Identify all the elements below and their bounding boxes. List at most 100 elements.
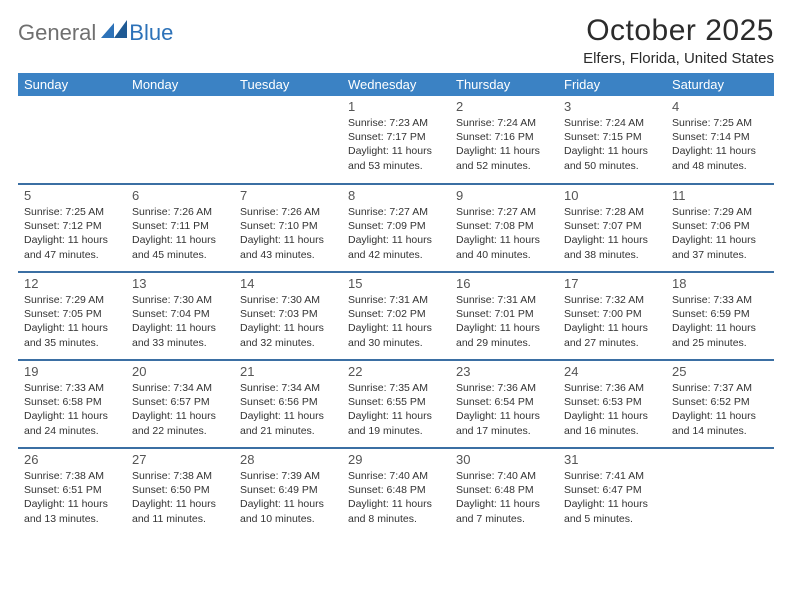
day-number: 21 (240, 364, 336, 379)
day-details: Sunrise: 7:41 AMSunset: 6:47 PMDaylight:… (564, 469, 660, 526)
day-number: 22 (348, 364, 444, 379)
calendar-row: 19 Sunrise: 7:33 AMSunset: 6:58 PMDayligh… (18, 360, 774, 448)
calendar-cell: 3 Sunrise: 7:24 AMSunset: 7:15 PMDaylight… (558, 96, 666, 184)
logo-mark-icon (101, 20, 127, 38)
calendar-cell: 4Sunrise: 7:25 AMSunset: 7:14 PMDaylight… (666, 96, 774, 184)
calendar-cell: 20Sunrise: 7:34 AMSunset: 6:57 PMDayligh… (126, 360, 234, 448)
calendar-cell: 8 Sunrise: 7:27 AMSunset: 7:09 PMDaylight… (342, 184, 450, 272)
title-block: October 2025 Elfers, Florida, United Sta… (583, 14, 774, 67)
day-details: Sunrise: 7:37 AMSunset: 6:52 PMDaylight:… (672, 381, 768, 438)
day-details: Sunrise: 7:26 AMSunset: 7:10 PMDaylight:… (240, 205, 336, 262)
calendar-cell (234, 96, 342, 184)
day-details: Sunrise: 7:38 AMSunset: 6:51 PMDaylight:… (24, 469, 120, 526)
page-title: October 2025 (583, 14, 774, 48)
calendar-header-row: SundayMondayTuesdayWednesdayThursdayFrid… (18, 73, 774, 96)
day-number: 10 (564, 188, 660, 203)
calendar-cell: 22 Sunrise: 7:35 AMSunset: 6:55 PMDayligh… (342, 360, 450, 448)
day-number: 5 (24, 188, 120, 203)
calendar-cell: 9 Sunrise: 7:27 AMSunset: 7:08 PMDaylight… (450, 184, 558, 272)
day-details: Sunrise: 7:27 AMSunset: 7:09 PMDaylight:… (348, 205, 444, 262)
calendar-cell: 12 Sunrise: 7:29 AMSunset: 7:05 PMDayligh… (18, 272, 126, 360)
day-header: Tuesday (234, 73, 342, 96)
day-details: Sunrise: 7:33 AMSunset: 6:58 PMDaylight:… (24, 381, 120, 438)
day-header: Wednesday (342, 73, 450, 96)
calendar-cell: 6Sunrise: 7:26 AMSunset: 7:11 PMDaylight… (126, 184, 234, 272)
day-number: 17 (564, 276, 660, 291)
calendar-row: 12 Sunrise: 7:29 AMSunset: 7:05 PMDayligh… (18, 272, 774, 360)
logo-text-general: General (18, 20, 96, 46)
day-details: Sunrise: 7:23 AMSunset: 7:17 PMDaylight:… (348, 116, 444, 173)
day-number: 7 (240, 188, 336, 203)
day-details: Sunrise: 7:33 AMSunset: 6:59 PMDaylight:… (672, 293, 768, 350)
calendar-cell: 10Sunrise: 7:28 AMSunset: 7:07 PMDayligh… (558, 184, 666, 272)
calendar-cell: 7 Sunrise: 7:26 AMSunset: 7:10 PMDaylight… (234, 184, 342, 272)
calendar-row: 5 Sunrise: 7:25 AMSunset: 7:12 PMDaylight… (18, 184, 774, 272)
day-details: Sunrise: 7:40 AMSunset: 6:48 PMDaylight:… (456, 469, 552, 526)
calendar-cell: 17 Sunrise: 7:32 AMSunset: 7:00 PMDayligh… (558, 272, 666, 360)
calendar-cell: 5 Sunrise: 7:25 AMSunset: 7:12 PMDaylight… (18, 184, 126, 272)
calendar-table: SundayMondayTuesdayWednesdayThursdayFrid… (18, 73, 774, 536)
day-details: Sunrise: 7:31 AMSunset: 7:02 PMDaylight:… (348, 293, 444, 350)
calendar-cell: 30Sunrise: 7:40 AMSunset: 6:48 PMDayligh… (450, 448, 558, 536)
day-number: 26 (24, 452, 120, 467)
calendar-cell: 26 Sunrise: 7:38 AMSunset: 6:51 PMDayligh… (18, 448, 126, 536)
day-number: 27 (132, 452, 228, 467)
day-number: 23 (456, 364, 552, 379)
calendar-cell: 21 Sunrise: 7:34 AMSunset: 6:56 PMDayligh… (234, 360, 342, 448)
day-number: 25 (672, 364, 768, 379)
day-details: Sunrise: 7:32 AMSunset: 7:00 PMDaylight:… (564, 293, 660, 350)
calendar-cell: 28 Sunrise: 7:39 AMSunset: 6:49 PMDayligh… (234, 448, 342, 536)
day-header: Monday (126, 73, 234, 96)
calendar-cell: 15 Sunrise: 7:31 AMSunset: 7:02 PMDayligh… (342, 272, 450, 360)
calendar-cell: 11 Sunrise: 7:29 AMSunset: 7:06 PMDayligh… (666, 184, 774, 272)
day-number: 12 (24, 276, 120, 291)
day-number: 18 (672, 276, 768, 291)
calendar-row: 26 Sunrise: 7:38 AMSunset: 6:51 PMDayligh… (18, 448, 774, 536)
calendar-cell: 31 Sunrise: 7:41 AMSunset: 6:47 PMDayligh… (558, 448, 666, 536)
calendar-cell: 13Sunrise: 7:30 AMSunset: 7:04 PMDayligh… (126, 272, 234, 360)
page-subtitle: Elfers, Florida, United States (583, 50, 774, 67)
day-number: 19 (24, 364, 120, 379)
day-number: 11 (672, 188, 768, 203)
day-header: Saturday (666, 73, 774, 96)
day-details: Sunrise: 7:24 AMSunset: 7:15 PMDaylight:… (564, 116, 660, 173)
calendar-cell: 25 Sunrise: 7:37 AMSunset: 6:52 PMDayligh… (666, 360, 774, 448)
day-details: Sunrise: 7:25 AMSunset: 7:12 PMDaylight:… (24, 205, 120, 262)
day-number: 2 (456, 99, 552, 114)
calendar-cell (126, 96, 234, 184)
calendar-cell (666, 448, 774, 536)
day-header: Thursday (450, 73, 558, 96)
day-number: 8 (348, 188, 444, 203)
day-number: 9 (456, 188, 552, 203)
day-details: Sunrise: 7:29 AMSunset: 7:05 PMDaylight:… (24, 293, 120, 350)
day-number: 24 (564, 364, 660, 379)
calendar-cell: 16 Sunrise: 7:31 AMSunset: 7:01 PMDayligh… (450, 272, 558, 360)
calendar-cell: 2 Sunrise: 7:24 AMSunset: 7:16 PMDaylight… (450, 96, 558, 184)
day-details: Sunrise: 7:40 AMSunset: 6:48 PMDaylight:… (348, 469, 444, 526)
day-details: Sunrise: 7:35 AMSunset: 6:55 PMDaylight:… (348, 381, 444, 438)
day-number: 3 (564, 99, 660, 114)
day-details: Sunrise: 7:39 AMSunset: 6:49 PMDaylight:… (240, 469, 336, 526)
day-details: Sunrise: 7:30 AMSunset: 7:03 PMDaylight:… (240, 293, 336, 350)
calendar-cell: 23Sunrise: 7:36 AMSunset: 6:54 PMDayligh… (450, 360, 558, 448)
day-details: Sunrise: 7:34 AMSunset: 6:56 PMDaylight:… (240, 381, 336, 438)
day-header: Friday (558, 73, 666, 96)
calendar-cell: 19 Sunrise: 7:33 AMSunset: 6:58 PMDayligh… (18, 360, 126, 448)
calendar-body: 1Sunrise: 7:23 AMSunset: 7:17 PMDaylight… (18, 96, 774, 536)
day-number: 15 (348, 276, 444, 291)
calendar-cell (18, 96, 126, 184)
day-details: Sunrise: 7:31 AMSunset: 7:01 PMDaylight:… (456, 293, 552, 350)
day-details: Sunrise: 7:24 AMSunset: 7:16 PMDaylight:… (456, 116, 552, 173)
day-details: Sunrise: 7:29 AMSunset: 7:06 PMDaylight:… (672, 205, 768, 262)
day-details: Sunrise: 7:27 AMSunset: 7:08 PMDaylight:… (456, 205, 552, 262)
day-number: 6 (132, 188, 228, 203)
calendar-cell: 14 Sunrise: 7:30 AMSunset: 7:03 PMDayligh… (234, 272, 342, 360)
day-details: Sunrise: 7:30 AMSunset: 7:04 PMDaylight:… (132, 293, 228, 350)
day-number: 31 (564, 452, 660, 467)
day-number: 20 (132, 364, 228, 379)
day-number: 16 (456, 276, 552, 291)
calendar-cell: 24Sunrise: 7:36 AMSunset: 6:53 PMDayligh… (558, 360, 666, 448)
logo-text-blue: Blue (129, 20, 173, 46)
day-number: 28 (240, 452, 336, 467)
day-number: 14 (240, 276, 336, 291)
